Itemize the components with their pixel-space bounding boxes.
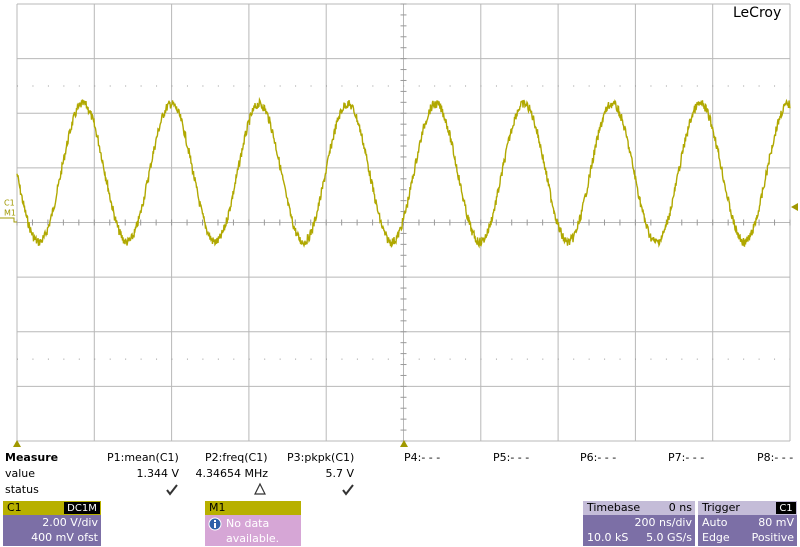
trigger-title: Trigger: [701, 501, 740, 514]
trigger-position: [400, 440, 408, 447]
graticule: [16, 3, 791, 442]
vertical-scale: 2.00 V/div: [42, 516, 98, 529]
param-name: P7:- - -: [668, 451, 704, 464]
param-name: P6:- - -: [580, 451, 616, 464]
panel-body: [583, 515, 695, 546]
timebase-panel[interactable]: Timebase 0 ns 200 ns/div 10.0 kS 5.0 GS/…: [583, 501, 695, 546]
source-box: [776, 502, 796, 514]
trigger-panel[interactable]: Trigger C1 Auto 80 mV Edge Positive: [698, 501, 797, 546]
param-name: P5:- - -: [493, 451, 529, 464]
math-message: available.: [226, 532, 279, 545]
info-icon-dot: [214, 520, 216, 522]
param-value: 1.344 V: [136, 467, 179, 480]
panel-header: [205, 501, 301, 515]
panel-body: [3, 515, 101, 546]
panel-body: [205, 515, 301, 546]
row-label: value: [5, 467, 35, 480]
info-icon-stem: [214, 523, 216, 528]
trace-marker: M1: [4, 209, 16, 218]
channel-name: C1: [7, 501, 22, 514]
logo: LeCroy: [733, 5, 781, 21]
trigger-source: C1: [779, 503, 792, 514]
channel-panel[interactable]: C1 DC1M 2.00 V/div 400 mV ofst: [3, 501, 101, 546]
param-value: 4.34654 MHz: [195, 467, 268, 480]
trigger-mode: Auto: [702, 516, 728, 529]
panel-header: [583, 501, 695, 515]
timebase-title: Timebase: [586, 501, 640, 514]
offset: 400 mV ofst: [31, 531, 99, 544]
trace-level: [0, 217, 17, 223]
measure-params: P1:mean(C1) 1.344 V P2:freq(C1) 4.34654 MHz…: [107, 451, 793, 480]
param-name: P3:pkpk(C1): [287, 451, 354, 464]
math-name: M1: [209, 501, 226, 514]
measure-title: Measure: [5, 451, 58, 464]
math-message: No data: [226, 517, 269, 530]
param-name: P8:- - -: [757, 451, 793, 464]
param-name: P2:freq(C1): [205, 451, 268, 464]
time-marker: [13, 440, 21, 447]
trigger-type: Edge: [702, 531, 730, 544]
trigger-level: [791, 203, 798, 211]
math-panel[interactable]: M1 No data available.: [205, 501, 301, 546]
sample-count: 10.0 kS: [587, 531, 628, 544]
param-value: 5.7 V: [325, 467, 354, 480]
panel-header: [698, 501, 797, 515]
param-name: P4:- - -: [404, 451, 440, 464]
coupling-box: [64, 502, 100, 514]
panel-body: [698, 515, 797, 546]
sample-rate: 5.0 GS/s: [646, 531, 692, 544]
status-ok: [342, 484, 354, 496]
trigger-slope: Positive: [752, 531, 795, 544]
trigger-level-value: 80 mV: [758, 516, 794, 529]
status-warning: [254, 482, 266, 495]
status-ok: [166, 484, 178, 496]
timebase-delay: 0 ns: [669, 501, 692, 514]
waveform-trace: [16, 96, 791, 249]
trace-marker: C1: [4, 199, 15, 208]
timebase-scale: 200 ns/div: [635, 516, 693, 529]
row-label: status: [5, 483, 39, 496]
param-name: P1:mean(C1): [107, 451, 179, 464]
coupling: DC1M: [67, 503, 97, 514]
